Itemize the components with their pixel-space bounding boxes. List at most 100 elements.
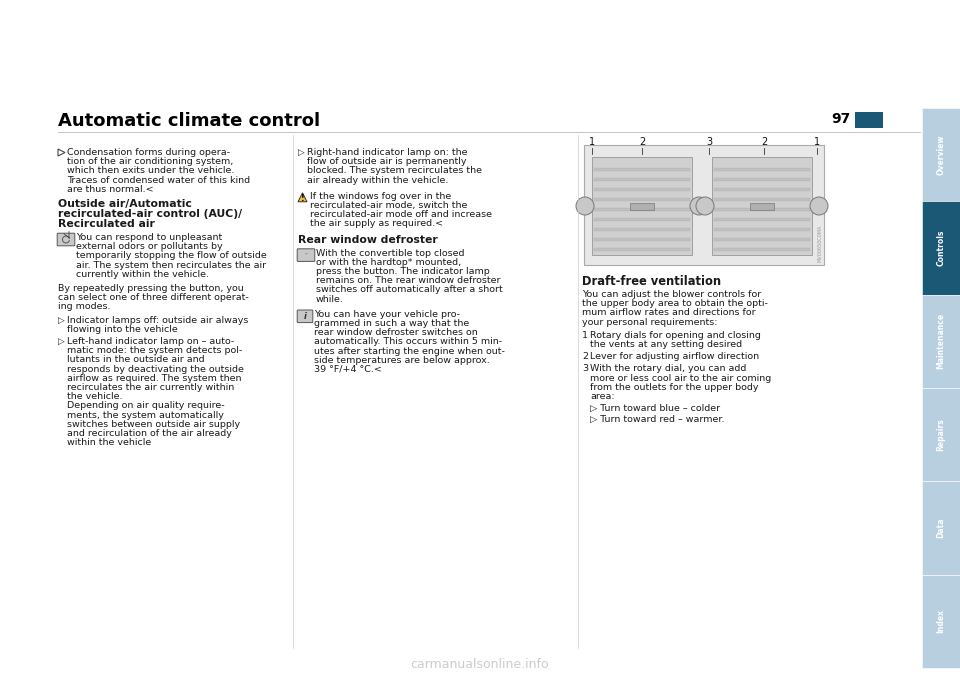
Text: Repairs: Repairs [937,418,946,451]
Text: and recirculation of the air already: and recirculation of the air already [67,429,232,438]
Bar [714,237,810,241]
Text: With the rotary dial, you can add: With the rotary dial, you can add [590,364,746,374]
Text: If the windows fog over in the: If the windows fog over in the [310,192,451,201]
Text: You can have your vehicle pro-: You can have your vehicle pro- [314,310,460,319]
Text: temporarily stopping the flow of outside: temporarily stopping the flow of outside [76,252,267,260]
Text: ▷: ▷ [298,148,304,157]
Text: the upper body area to obtain the opti-: the upper body area to obtain the opti- [582,299,768,308]
Text: which then exits under the vehicle.: which then exits under the vehicle. [67,166,234,176]
Bar [714,197,810,201]
Text: 2: 2 [761,137,767,147]
Text: or with the hardtop* mounted,: or with the hardtop* mounted, [316,258,461,267]
Bar [594,178,690,181]
Text: currently within the vehicle.: currently within the vehicle. [76,270,209,279]
Text: lutants in the outside air and: lutants in the outside air and [67,355,204,364]
Text: area:: area: [590,392,614,401]
Bar [594,247,690,251]
Text: By repeatedly pressing the button, you: By repeatedly pressing the button, you [58,284,244,293]
Bar [594,167,690,171]
Bar [594,207,690,211]
Text: Traces of condensed water of this kind: Traces of condensed water of this kind [67,176,251,184]
Text: ▷ Turn toward blue – colder: ▷ Turn toward blue – colder [590,404,720,413]
Text: air already within the vehicle.: air already within the vehicle. [307,176,448,184]
Text: are thus normal.<: are thus normal.< [67,185,154,194]
Text: airflow as required. The system then: airflow as required. The system then [67,374,242,383]
Text: external odors or pollutants by: external odors or pollutants by [76,242,223,252]
Text: responds by deactivating the outside: responds by deactivating the outside [67,365,244,374]
Text: ▷: ▷ [58,337,64,346]
Text: recirculated-air control (AUC)/: recirculated-air control (AUC)/ [58,209,242,219]
Bar [592,157,692,255]
Text: the vents at any setting desired: the vents at any setting desired [590,340,742,349]
Circle shape [690,197,708,215]
Text: You can respond to unpleasant: You can respond to unpleasant [76,233,223,242]
Text: ▷: ▷ [58,315,64,325]
Text: 3: 3 [582,364,588,374]
Text: i: i [303,312,306,321]
Text: utes after starting the engine when out-: utes after starting the engine when out- [314,346,505,355]
Text: recirculated-air mode, switch the: recirculated-air mode, switch the [310,201,468,210]
Text: can select one of three different operat-: can select one of three different operat… [58,293,249,302]
Text: 2: 2 [638,137,645,147]
Bar [594,218,690,221]
Text: remains on. The rear window defroster: remains on. The rear window defroster [316,276,500,285]
Text: tion of the air conditioning system,: tion of the air conditioning system, [67,157,233,166]
Text: Index: Index [937,610,946,633]
Bar [712,157,812,255]
Text: MV00650C0MA: MV00650C0MA [818,224,823,262]
Text: 1: 1 [588,137,595,147]
Text: blocked. The system recirculates the: blocked. The system recirculates the [307,166,482,176]
Text: automatically. This occurs within 5 min-: automatically. This occurs within 5 min- [314,338,502,346]
Bar [584,145,824,265]
Bar [594,237,690,241]
Text: Recirculated air: Recirculated air [58,219,155,229]
Text: ing modes.: ing modes. [58,302,110,311]
Text: the air supply as required.<: the air supply as required.< [310,220,444,228]
Text: Draft-free ventilation: Draft-free ventilation [582,275,721,288]
Bar [594,188,690,191]
Text: You can adjust the blower controls for: You can adjust the blower controls for [582,290,761,299]
Bar [922,388,960,481]
Circle shape [810,197,828,215]
Bar [714,188,810,191]
Text: Maintenance: Maintenance [937,313,946,370]
Text: from the outlets for the upper body: from the outlets for the upper body [590,383,758,392]
Text: within the vehicle: within the vehicle [67,438,152,447]
Text: while.: while. [316,295,344,304]
Bar [630,203,654,210]
Text: flow of outside air is permanently: flow of outside air is permanently [307,157,467,166]
Bar [714,207,810,211]
Text: side temperatures are below approx.: side temperatures are below approx. [314,356,490,365]
Text: Depending on air quality require-: Depending on air quality require- [67,401,225,410]
Text: Outside air/Automatic: Outside air/Automatic [58,199,192,209]
Bar [750,203,774,210]
Bar [922,575,960,668]
Text: recirculated-air mode off and increase: recirculated-air mode off and increase [310,210,492,219]
Bar [922,201,960,295]
Text: more or less cool air to the air coming: more or less cool air to the air coming [590,374,771,382]
Bar [714,178,810,181]
Text: Controls: Controls [937,230,946,266]
Bar [594,197,690,201]
Polygon shape [298,193,307,202]
Text: Overview: Overview [937,134,946,175]
Text: switches off automatically after a short: switches off automatically after a short [316,285,503,294]
Text: press the button. The indicator lamp: press the button. The indicator lamp [316,267,490,276]
Text: carmanualsonline.info: carmanualsonline.info [411,658,549,671]
Text: your personal requirements:: your personal requirements: [582,317,717,327]
Text: switches between outside air supply: switches between outside air supply [67,420,240,428]
Text: flowing into the vehicle: flowing into the vehicle [67,325,178,334]
Circle shape [696,197,714,215]
Text: grammed in such a way that the: grammed in such a way that the [314,319,469,328]
Text: the vehicle.: the vehicle. [67,392,123,401]
Text: 2: 2 [582,352,588,361]
Text: rear window defroster switches on: rear window defroster switches on [314,328,478,337]
Text: mum airflow rates and directions for: mum airflow rates and directions for [582,308,756,317]
Bar [714,228,810,231]
Text: Rotary dials for opening and closing: Rotary dials for opening and closing [590,331,761,340]
Text: Rear window defroster: Rear window defroster [298,235,438,245]
Text: 1: 1 [582,331,588,340]
Text: 97: 97 [831,112,851,126]
Bar [714,167,810,171]
FancyBboxPatch shape [298,249,315,262]
